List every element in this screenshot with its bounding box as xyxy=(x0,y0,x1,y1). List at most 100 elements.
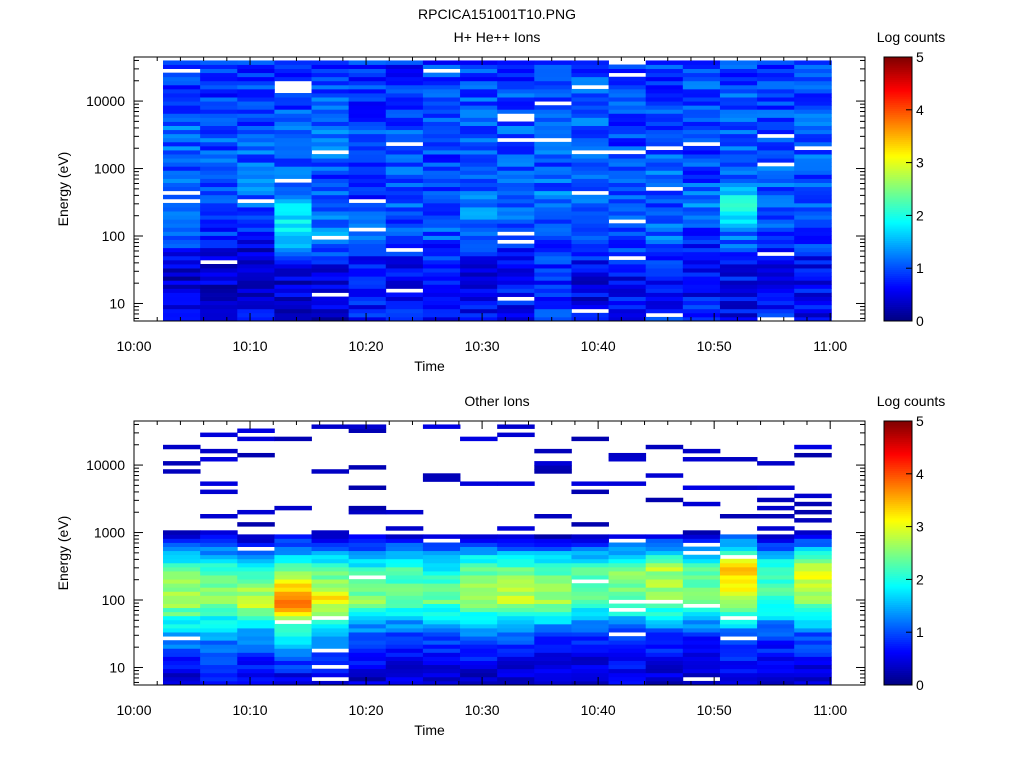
heatmap-cell xyxy=(200,546,238,552)
heatmap-cell xyxy=(460,190,498,196)
heatmap-cell xyxy=(163,571,201,576)
heatmap-cell xyxy=(348,243,387,249)
heatmap-cell xyxy=(460,558,498,564)
heatmap-cell xyxy=(608,546,647,552)
heatmap-cell xyxy=(237,522,275,527)
heatmap-cell xyxy=(645,72,684,78)
heatmap-cell xyxy=(460,178,498,183)
heatmap-cell xyxy=(794,80,832,86)
colorbar-step xyxy=(884,614,912,618)
colorbar-step xyxy=(884,186,912,190)
heatmap-cell xyxy=(422,579,461,584)
colorbar-step xyxy=(884,511,912,515)
heatmap-cell xyxy=(422,316,461,322)
heatmap-cell xyxy=(237,632,275,637)
heatmap-cell xyxy=(422,566,461,572)
heatmap-cell xyxy=(163,312,201,318)
colorbar-step xyxy=(884,234,912,237)
heatmap-cell xyxy=(794,158,832,163)
colorbar-step xyxy=(884,302,912,305)
heatmap-cell xyxy=(534,207,572,212)
colorbar-step xyxy=(884,158,912,161)
heatmap-cell xyxy=(719,80,758,86)
heatmap-cell xyxy=(497,186,535,192)
heatmap-cell xyxy=(460,166,498,171)
heatmap-cell xyxy=(794,109,832,114)
heatmap-cell xyxy=(237,554,275,560)
heatmap-cell xyxy=(719,288,758,293)
heatmap-cell xyxy=(608,105,647,110)
heatmap-cell xyxy=(608,264,647,269)
heatmap-cell xyxy=(645,113,684,118)
heatmap-cell xyxy=(348,591,387,596)
heatmap-cell xyxy=(719,97,758,102)
heatmap-cell xyxy=(385,109,424,114)
heatmap-cell xyxy=(608,133,647,139)
colorbar-step xyxy=(884,583,912,587)
heatmap-cell xyxy=(719,202,758,208)
heatmap-cell xyxy=(311,583,350,588)
heatmap-cell xyxy=(163,676,201,682)
heatmap-cell xyxy=(200,587,238,592)
heatmap-cell xyxy=(534,316,572,322)
heatmap-cell xyxy=(794,276,832,281)
heatmap-cell xyxy=(794,129,832,135)
heatmap-cell xyxy=(608,247,647,253)
heatmap-cell xyxy=(200,579,238,584)
heatmap-cell xyxy=(422,623,461,629)
heatmap-cell xyxy=(163,101,201,106)
colorbar-step xyxy=(884,279,912,283)
heatmap-cell xyxy=(460,264,498,269)
colorbar-step xyxy=(884,75,912,79)
heatmap-cell xyxy=(682,190,721,196)
heatmap-cell xyxy=(348,137,387,143)
heatmap-cell xyxy=(645,247,684,253)
heatmap-cell xyxy=(311,255,350,261)
heatmap-cell xyxy=(200,558,238,564)
heatmap-cell xyxy=(571,538,609,543)
heatmap-cell xyxy=(608,583,647,588)
heatmap-cell xyxy=(497,607,535,613)
heatmap-cell xyxy=(757,194,795,200)
heatmap-cell xyxy=(645,628,684,633)
heatmap-cell xyxy=(534,676,572,682)
colorbar-step xyxy=(884,660,912,663)
heatmap-cell xyxy=(200,656,238,661)
heatmap-cell xyxy=(719,676,758,682)
heatmap-cell xyxy=(348,211,387,216)
heatmap-cell xyxy=(794,255,832,261)
heatmap-cell xyxy=(608,88,647,94)
heatmap-cell xyxy=(274,235,312,240)
heatmap-cell xyxy=(608,652,647,657)
heatmap-cell xyxy=(794,93,832,98)
heatmap-cell xyxy=(719,76,758,82)
heatmap-cell xyxy=(200,207,238,212)
heatmap-cell xyxy=(794,202,832,208)
heatmap-cell xyxy=(534,672,572,678)
heatmap-cell xyxy=(274,562,312,568)
heatmap-cell xyxy=(719,632,758,637)
heatmap-cell xyxy=(163,259,201,265)
heatmap-cell xyxy=(163,80,201,86)
heatmap-cell xyxy=(348,259,387,265)
heatmap-cell xyxy=(348,292,387,297)
heatmap-cell xyxy=(237,672,275,678)
heatmap-cell xyxy=(645,280,684,285)
heatmap-cell xyxy=(311,190,350,196)
heatmap-cell xyxy=(274,591,312,596)
heatmap-cell xyxy=(534,162,572,167)
y-tick-label: 10000 xyxy=(86,93,125,109)
x-tick-label: 10:30 xyxy=(465,338,500,354)
heatmap-cell xyxy=(274,656,312,661)
heatmap-cell xyxy=(719,672,758,678)
heatmap-cell xyxy=(534,227,572,232)
colorbar-step xyxy=(884,668,912,671)
heatmap-cell xyxy=(422,296,461,302)
heatmap-cell xyxy=(385,166,424,171)
heatmap-cell xyxy=(200,562,238,568)
heatmap-cell xyxy=(719,583,758,588)
heatmap-cell xyxy=(645,84,684,90)
heatmap-cell xyxy=(794,247,832,253)
heatmap-cell xyxy=(460,223,498,228)
